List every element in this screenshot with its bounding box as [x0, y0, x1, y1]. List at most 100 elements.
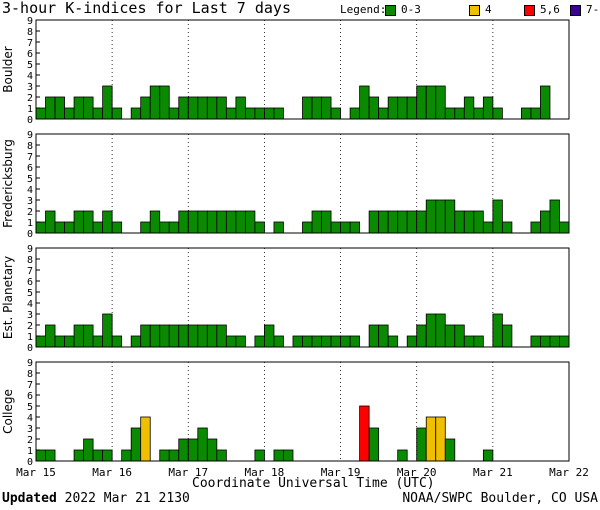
bar	[216, 449, 227, 462]
bar	[73, 96, 84, 120]
bar	[397, 449, 408, 462]
y-tick-label: 4	[27, 413, 33, 424]
bar	[406, 210, 418, 234]
y-tick-label: 5	[27, 174, 33, 185]
bar	[378, 107, 389, 120]
bar	[435, 85, 446, 120]
bar	[283, 449, 294, 462]
bar	[463, 96, 475, 120]
updated-value: 2022 Mar 21 2130	[64, 491, 190, 506]
bar	[425, 199, 437, 234]
bar	[540, 210, 551, 234]
panel-label: Est. Planetary	[1, 256, 15, 339]
panel-frame	[35, 361, 570, 462]
y-tick-label: 9	[27, 358, 33, 369]
y-tick-label: 3	[27, 310, 33, 321]
y-tick-label: 3	[27, 82, 33, 93]
bar	[187, 210, 199, 234]
bar	[102, 449, 113, 462]
bar	[530, 107, 541, 120]
bar	[149, 85, 161, 120]
bar	[273, 335, 284, 348]
y-tick-label: 5	[27, 288, 33, 299]
bar	[435, 416, 446, 462]
bar	[359, 85, 370, 120]
y-tick-label: 6	[27, 49, 33, 60]
bar	[54, 221, 65, 234]
x-tick-label: Mar 17	[168, 466, 208, 479]
legend-swatch-k5-6	[524, 5, 535, 16]
bar	[187, 438, 199, 462]
bar	[292, 335, 303, 348]
bar	[397, 96, 408, 120]
y-tick-label: 4	[27, 71, 33, 82]
bar	[482, 96, 494, 120]
x-tick-label: Mar 20	[397, 466, 437, 479]
bar	[54, 96, 65, 120]
bar	[435, 313, 446, 348]
bar	[406, 96, 418, 120]
bar	[111, 221, 123, 234]
y-tick-label: 7	[27, 152, 33, 163]
y-tick-label: 1	[27, 332, 33, 343]
bar	[45, 449, 56, 462]
bar	[273, 107, 284, 120]
x-tick-label: Mar 19	[321, 466, 361, 479]
y-tick-label: 6	[27, 277, 33, 288]
bar	[140, 221, 151, 234]
bar	[311, 210, 322, 234]
bar	[444, 199, 456, 234]
bar	[140, 324, 151, 348]
bar	[559, 221, 570, 234]
bar	[349, 335, 361, 348]
bar	[454, 324, 465, 348]
bar	[425, 85, 437, 120]
bar	[359, 405, 370, 462]
bar	[330, 335, 341, 348]
y-tick-label: 2	[27, 435, 33, 446]
bar	[235, 210, 246, 234]
bar	[178, 96, 189, 120]
y-tick-label: 4	[27, 185, 33, 196]
bar	[368, 96, 380, 120]
bar	[302, 96, 313, 120]
y-tick-label: 1	[27, 446, 33, 457]
x-tick-label: Mar 21	[473, 466, 513, 479]
bar	[416, 427, 427, 462]
y-tick-label: 8	[27, 255, 33, 266]
bar	[45, 96, 56, 120]
bar	[225, 107, 237, 120]
bar	[311, 335, 322, 348]
legend-text-k5-6: 5,6	[540, 3, 560, 16]
bar	[254, 221, 265, 234]
bar	[387, 335, 399, 348]
bar	[35, 335, 46, 348]
bar	[92, 107, 104, 120]
bar	[73, 210, 84, 234]
updated-label: Updated	[2, 491, 57, 506]
bar	[549, 335, 560, 348]
bar	[159, 324, 170, 348]
bar	[149, 324, 161, 348]
bar	[254, 449, 265, 462]
bar	[140, 96, 151, 120]
y-tick-label: 7	[27, 266, 33, 277]
bar	[35, 449, 46, 462]
y-tick-label: 0	[27, 115, 33, 126]
bar	[540, 85, 551, 120]
bar	[225, 335, 237, 348]
bar	[321, 96, 332, 120]
y-tick-label: 8	[27, 141, 33, 152]
bar	[302, 335, 313, 348]
bar	[64, 107, 75, 120]
bar	[197, 210, 208, 234]
bar	[235, 335, 246, 348]
bar	[444, 107, 456, 120]
bar	[416, 210, 427, 234]
x-tick-label: Mar 15	[16, 466, 56, 479]
bar	[178, 438, 189, 462]
bar	[102, 313, 113, 348]
panel-frame	[35, 247, 570, 348]
